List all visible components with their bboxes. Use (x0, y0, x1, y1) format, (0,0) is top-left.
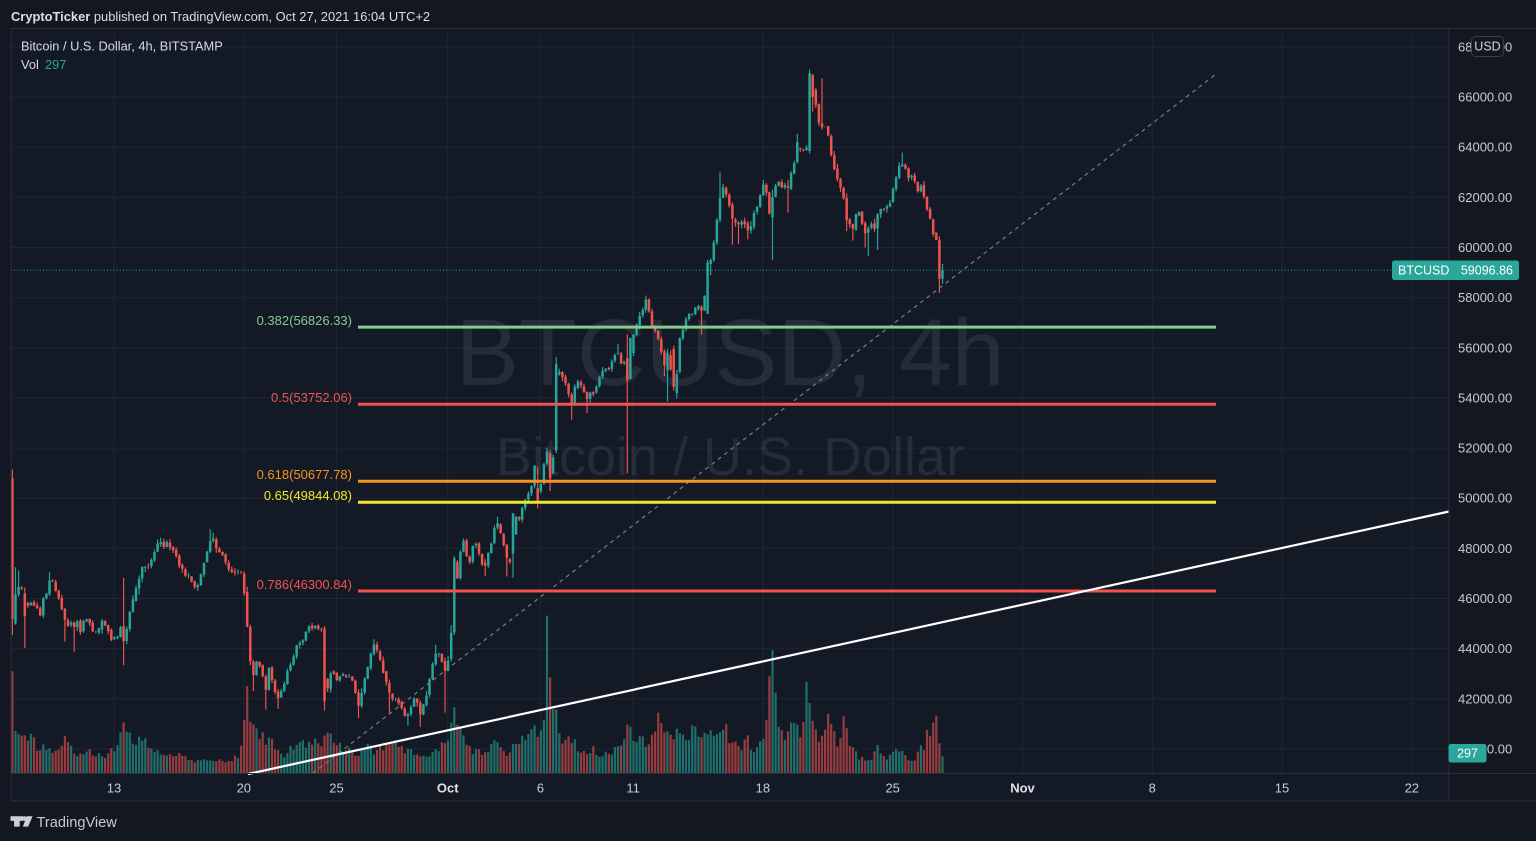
svg-text:0.786(46300.84): 0.786(46300.84) (257, 577, 352, 592)
svg-text:11: 11 (626, 781, 640, 796)
svg-text:0.65(49844.08): 0.65(49844.08) (264, 488, 352, 503)
svg-text:48000.00: 48000.00 (1458, 541, 1512, 556)
svg-text:15: 15 (1275, 781, 1289, 796)
svg-text:Bitcoin / U.S. Dollar, 4h, BIT: Bitcoin / U.S. Dollar, 4h, BITSTAMP (21, 39, 223, 54)
svg-text:60000.00: 60000.00 (1458, 240, 1512, 255)
svg-text:46000.00: 46000.00 (1458, 591, 1512, 606)
svg-text:59096.86: 59096.86 (1461, 264, 1513, 278)
svg-text:BTCUSD: BTCUSD (1398, 264, 1449, 278)
svg-text:6: 6 (537, 781, 544, 796)
svg-text:297: 297 (45, 57, 66, 72)
svg-text:62000.00: 62000.00 (1458, 190, 1512, 205)
svg-text:50000.00: 50000.00 (1458, 491, 1512, 506)
svg-text:52000.00: 52000.00 (1458, 441, 1512, 456)
svg-text:297: 297 (1457, 747, 1478, 761)
svg-text:20: 20 (237, 781, 251, 796)
svg-text:56000.00: 56000.00 (1458, 340, 1512, 355)
svg-text:Nov: Nov (1010, 781, 1035, 796)
svg-text:Vol: Vol (21, 57, 39, 72)
svg-text:0.382(56826.33): 0.382(56826.33) (257, 313, 352, 328)
svg-text:44000.00: 44000.00 (1458, 641, 1512, 656)
svg-text:66000.00: 66000.00 (1458, 90, 1512, 105)
svg-text:Bitcoin / U.S. Dollar: Bitcoin / U.S. Dollar (496, 427, 964, 487)
svg-text:22: 22 (1405, 781, 1419, 796)
svg-text:42000.00: 42000.00 (1458, 691, 1512, 706)
svg-text:25: 25 (329, 781, 343, 796)
svg-text:54000.00: 54000.00 (1458, 390, 1512, 405)
svg-text:BTCUSD, 4h: BTCUSD, 4h (455, 300, 1004, 406)
svg-text:TradingView: TradingView (37, 815, 118, 831)
svg-text:25: 25 (885, 781, 899, 796)
svg-text:Oct: Oct (437, 781, 459, 796)
svg-text:CryptoTicker published on Trad: CryptoTicker published on TradingView.co… (11, 9, 430, 24)
svg-text:18: 18 (756, 781, 770, 796)
svg-text:0.618(50677.78): 0.618(50677.78) (257, 467, 352, 482)
svg-text:8: 8 (1149, 781, 1156, 796)
svg-text:0.5(53752.06): 0.5(53752.06) (271, 390, 352, 405)
svg-text:USD: USD (1474, 40, 1500, 54)
svg-text:64000.00: 64000.00 (1458, 140, 1512, 155)
svg-text:13: 13 (107, 781, 121, 796)
svg-text:58000.00: 58000.00 (1458, 290, 1512, 305)
